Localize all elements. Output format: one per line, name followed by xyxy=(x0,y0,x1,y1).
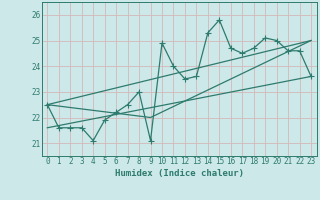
X-axis label: Humidex (Indice chaleur): Humidex (Indice chaleur) xyxy=(115,169,244,178)
